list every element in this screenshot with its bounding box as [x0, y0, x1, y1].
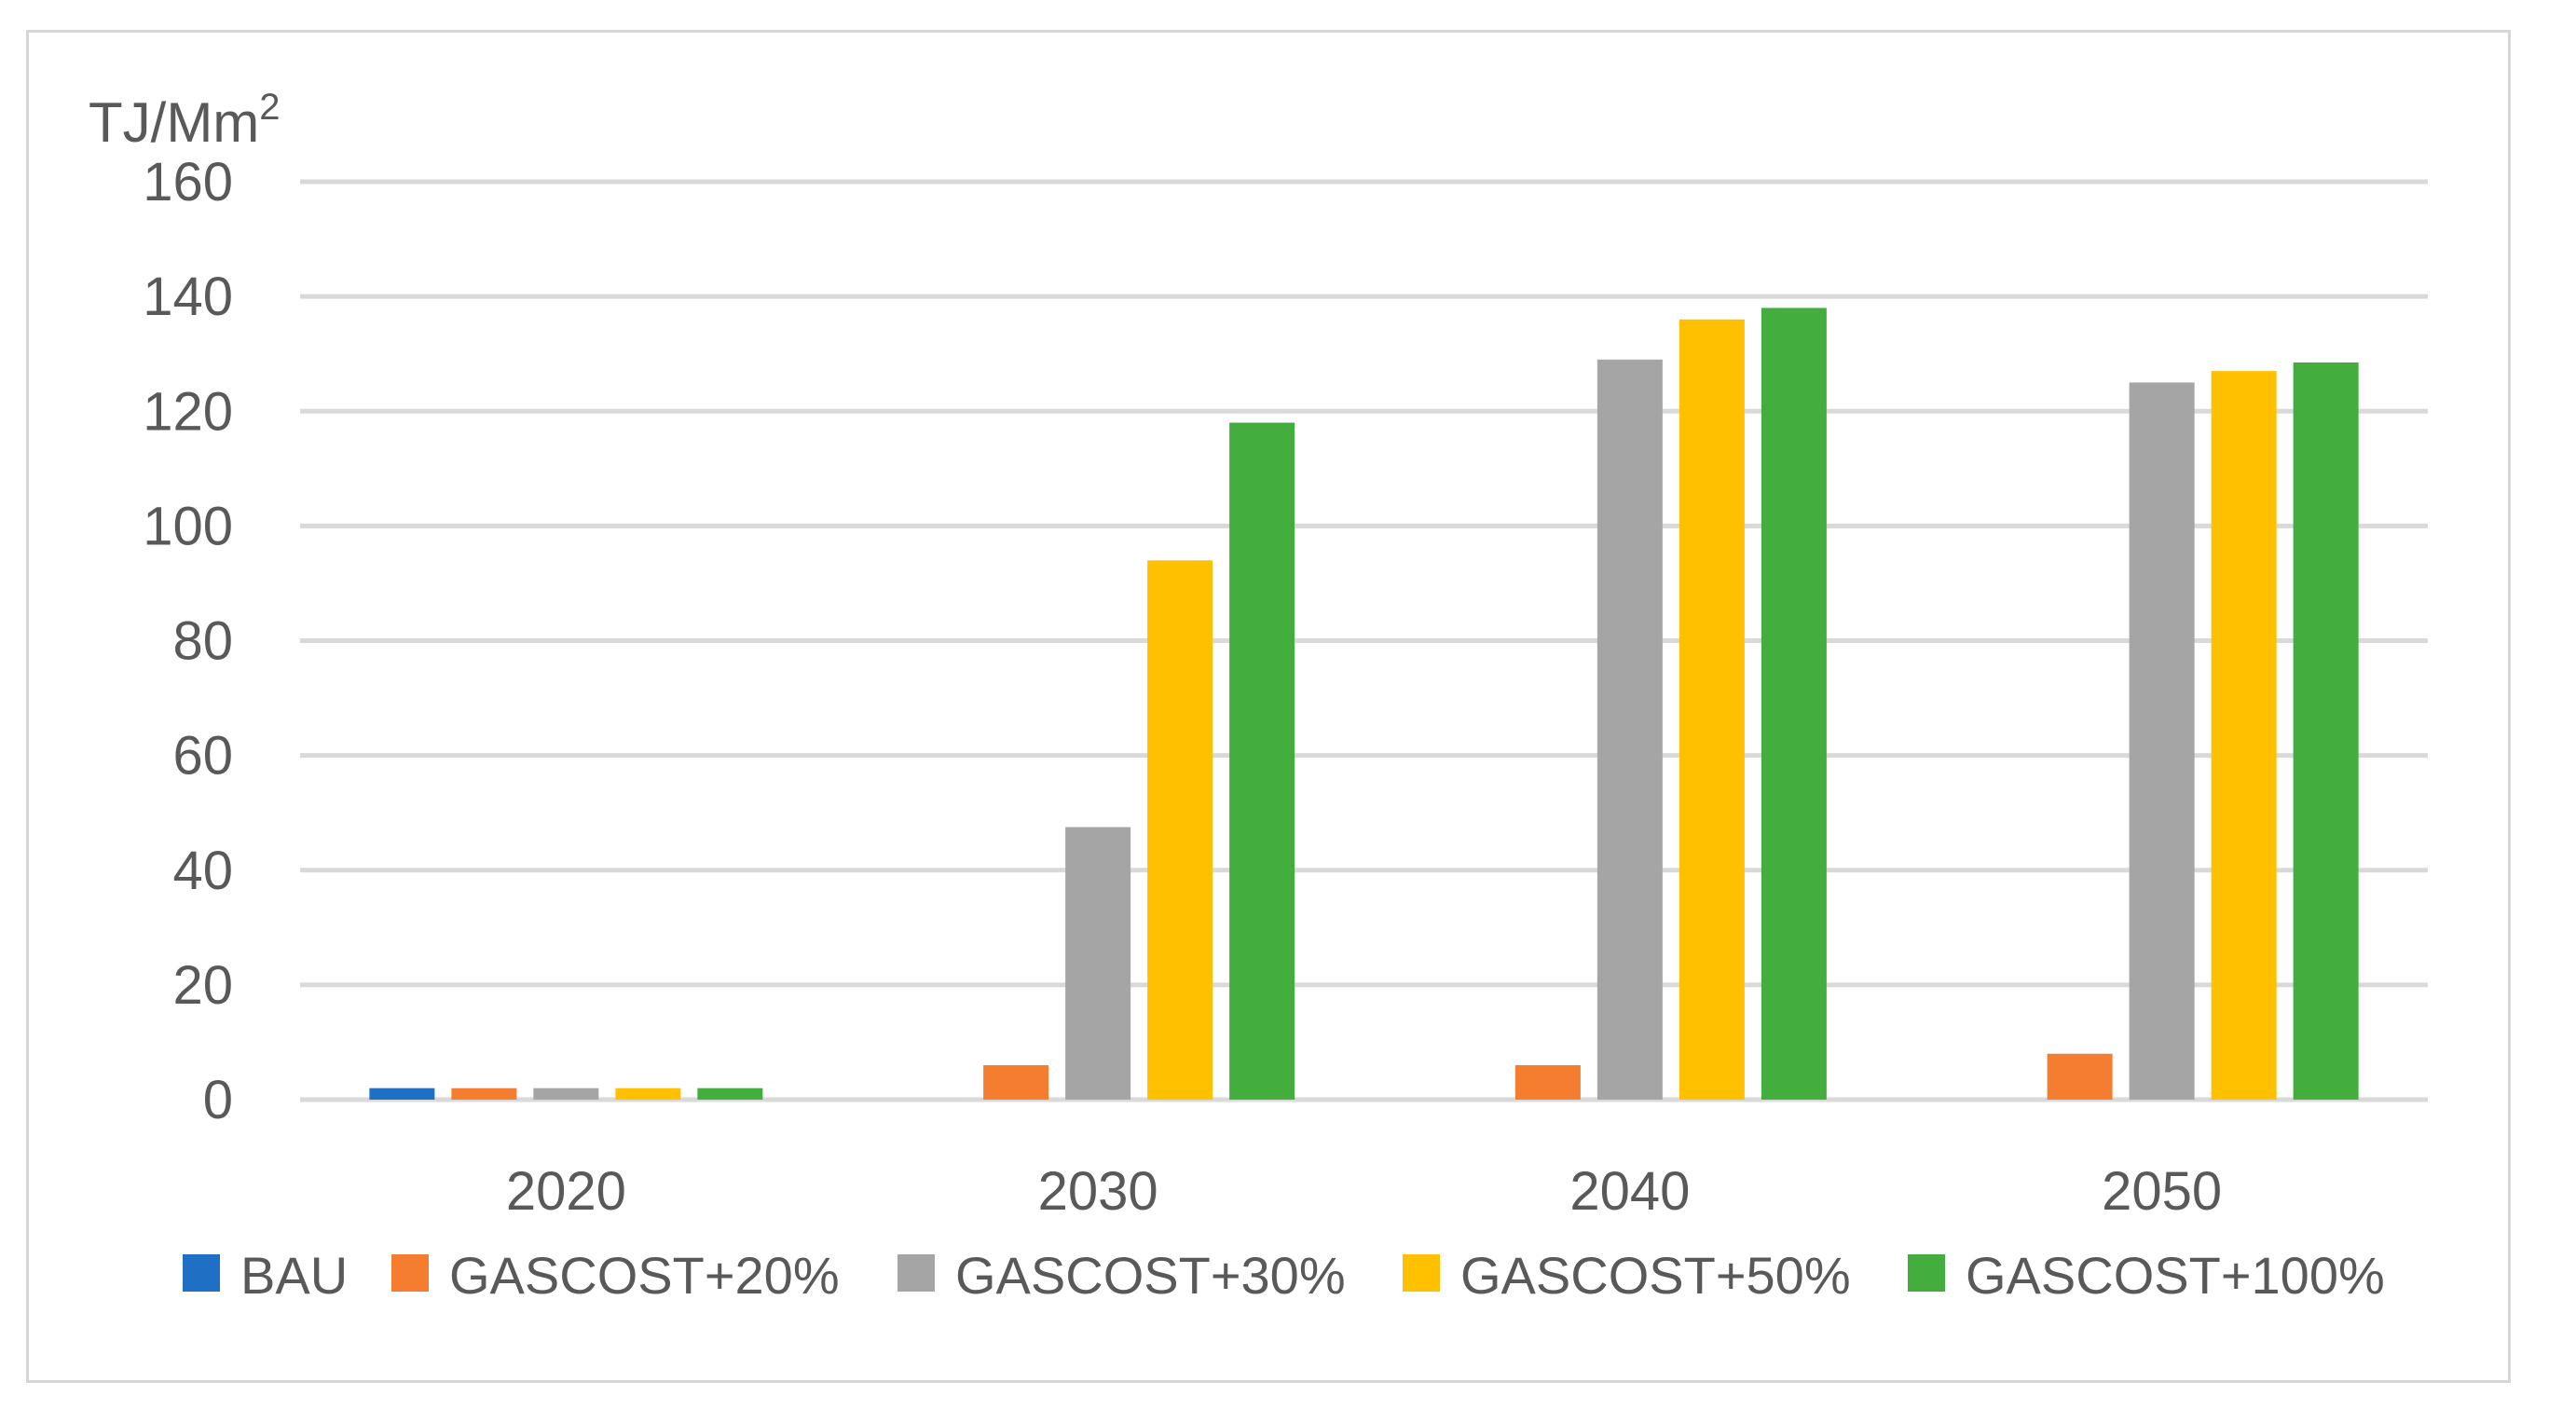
legend-label: GASCOST+100%	[1966, 1246, 2385, 1305]
x-tick-label: 2050	[2102, 1161, 2222, 1222]
y-axis-unit-label: TJ/Mm2	[89, 87, 281, 154]
y-tick-label: 140	[143, 267, 233, 327]
y-axis-unit-text: TJ/Mm	[89, 91, 259, 154]
x-tick-label: 2030	[1038, 1161, 1158, 1222]
bar-2020-gascost-50-	[615, 1088, 681, 1100]
bar-2040-gascost-100-	[1761, 308, 1827, 1100]
bar-2020-gascost-30-	[533, 1088, 599, 1100]
bar-2050-gascost-20-	[2047, 1053, 2113, 1100]
y-tick-label: 0	[203, 1070, 233, 1130]
bar-2030-gascost-20-	[983, 1065, 1049, 1100]
bar-2030-gascost-100-	[1229, 422, 1295, 1100]
gridlines	[300, 179, 2428, 1102]
bar-2050-gascost-30-	[2129, 382, 2195, 1100]
legend-swatch	[897, 1254, 935, 1292]
legend-swatch	[1908, 1254, 1945, 1292]
x-axis-tick-labels: 2020 2030 2040 2050	[506, 1161, 2222, 1222]
y-tick-label: 80	[172, 611, 233, 672]
bar-2050-gascost-100-	[2293, 362, 2359, 1100]
y-axis-unit-superscript: 2	[259, 87, 280, 128]
legend-label: GASCOST+20%	[449, 1246, 840, 1305]
y-tick-label: 40	[172, 841, 233, 901]
bar-2020-bau	[369, 1088, 435, 1100]
legend-label: GASCOST+30%	[955, 1246, 1346, 1305]
bars	[369, 308, 2359, 1100]
bar-2040-gascost-50-	[1679, 319, 1745, 1100]
legend-swatch	[391, 1254, 429, 1292]
y-tick-label: 20	[172, 955, 233, 1016]
y-tick-label: 100	[143, 496, 233, 556]
x-tick-label: 2040	[1569, 1161, 1690, 1222]
bar-2040-gascost-30-	[1596, 359, 1663, 1100]
y-tick-label: 160	[143, 152, 233, 212]
legend-swatch	[183, 1254, 220, 1292]
bar-2020-gascost-100-	[697, 1088, 763, 1100]
bar-2020-gascost-20-	[451, 1088, 517, 1100]
legend-label: GASCOST+50%	[1460, 1246, 1851, 1305]
y-axis-tick-labels: 0 20 40 60 80 100 120 140 160	[143, 152, 233, 1130]
legend: BAU GASCOST+20% GASCOST+30% GASCOST+50% GASC…	[183, 1246, 2385, 1305]
legend-swatch	[1403, 1254, 1440, 1292]
bar-2030-gascost-50-	[1147, 560, 1213, 1100]
y-tick-label: 120	[143, 381, 233, 442]
bar-2030-gascost-30-	[1065, 827, 1131, 1100]
bar-2040-gascost-20-	[1514, 1065, 1581, 1100]
y-tick-label: 60	[172, 726, 233, 787]
x-tick-label: 2020	[506, 1161, 626, 1222]
legend-label: BAU	[240, 1246, 348, 1305]
bar-2050-gascost-50-	[2211, 371, 2277, 1100]
